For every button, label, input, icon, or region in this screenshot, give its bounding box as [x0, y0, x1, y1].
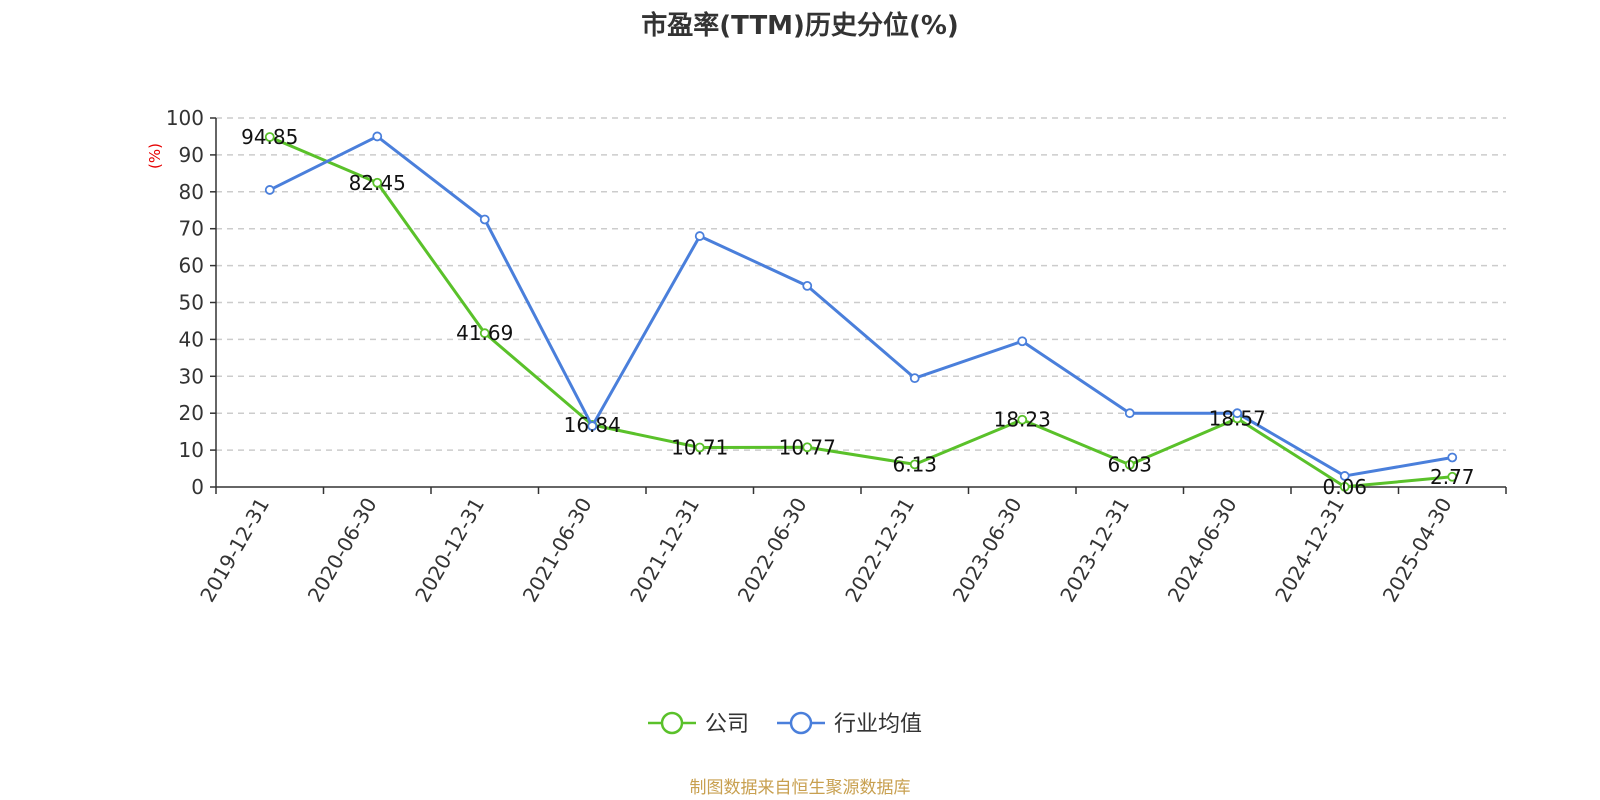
data-point: [1232, 408, 1243, 419]
data-point: [909, 373, 920, 384]
data-point: [479, 214, 490, 225]
data-label: 6.13: [892, 452, 937, 476]
y-tick-label: 40: [179, 327, 204, 351]
series-1: [264, 132, 1458, 492]
data-point: [479, 328, 490, 339]
data-label: 82.45: [349, 171, 406, 195]
x-tick-label: 2021-06-30: [518, 494, 597, 607]
source-note: 制图数据来自恒生聚源数据库: [690, 778, 911, 798]
data-label-layer: 94.85 82.45 41.69 16.84 10.71 10.77 6.13 18.23 6…: [241, 125, 1474, 499]
series-line: [269, 135, 1453, 489]
y-tick-label: 20: [179, 401, 204, 425]
series-layer: [264, 131, 1458, 492]
data-label: 18.23: [994, 408, 1051, 432]
legend-label: 公司: [705, 712, 749, 737]
x-tick-label: 2023-06-30: [948, 494, 1027, 607]
legend-item[interactable]: 行业均值: [777, 711, 922, 737]
data-point: [587, 421, 598, 432]
y-axis-label: (%): [146, 143, 164, 169]
series-2: [264, 131, 1458, 481]
data-point: [372, 177, 383, 188]
grid-layer: [216, 117, 1506, 451]
data-point: [694, 442, 705, 453]
x-tick-label: 2025-04-30: [1378, 494, 1457, 607]
y-tick-label: 30: [179, 364, 204, 388]
legend: 公司 行业均值: [648, 711, 922, 737]
data-point: [264, 185, 275, 195]
legend-marker: [660, 711, 684, 735]
data-point: [1447, 452, 1458, 463]
data-point: [1017, 336, 1028, 347]
legend-marker: [789, 711, 813, 735]
data-label: 10.71: [671, 435, 728, 459]
data-label: 18.57: [1209, 406, 1266, 430]
data-point: [802, 442, 813, 453]
data-label: 0.06: [1322, 475, 1367, 499]
y-tick-label: 50: [179, 291, 204, 315]
data-point: [372, 131, 383, 142]
chart-title: 市盈率(TTM)历史分位(%): [641, 10, 959, 41]
x-tick-label: 2023-12-31: [1055, 494, 1134, 607]
legend-item[interactable]: 公司: [648, 711, 749, 737]
data-point: [1339, 481, 1350, 492]
legend-label: 行业均值: [834, 712, 922, 737]
series-line: [269, 134, 1453, 478]
data-label: 94.85: [241, 125, 298, 149]
data-label: 10.77: [779, 435, 836, 459]
data-point: [802, 280, 813, 291]
data-point: [1339, 471, 1350, 481]
data-point: [694, 231, 705, 241]
x-tick-label: 2024-12-31: [1270, 494, 1349, 607]
x-tick-label: 2019-12-31: [195, 494, 274, 607]
data-point: [1447, 471, 1458, 482]
y-tick-label: 80: [179, 180, 204, 204]
x-tick-label: 2021-12-31: [625, 494, 704, 607]
data-point: [1124, 459, 1135, 470]
data-label: 41.69: [456, 321, 513, 345]
y-tick-label: 90: [179, 143, 204, 167]
data-label: 2.77: [1430, 465, 1475, 489]
x-tick-label: 2022-06-30: [733, 494, 812, 607]
x-tick-label: 2020-12-31: [410, 494, 489, 607]
data-point: [264, 132, 275, 142]
data-label: 6.03: [1107, 453, 1152, 477]
data-point: [909, 459, 920, 470]
x-tick-label: 2024-06-30: [1163, 494, 1242, 607]
y-tick-label: 10: [179, 438, 204, 462]
y-tick-label: 60: [179, 254, 204, 278]
x-tick-label: 2022-12-31: [840, 494, 919, 607]
data-point: [1017, 414, 1028, 425]
y-tick-label: 70: [179, 217, 204, 241]
x-tick-label: 2020-06-30: [303, 494, 382, 607]
y-tick-label: 0: [191, 475, 204, 499]
y-tick-label: 100: [166, 106, 204, 130]
data-label: 16.84: [564, 413, 621, 437]
data-point: [1124, 408, 1135, 419]
